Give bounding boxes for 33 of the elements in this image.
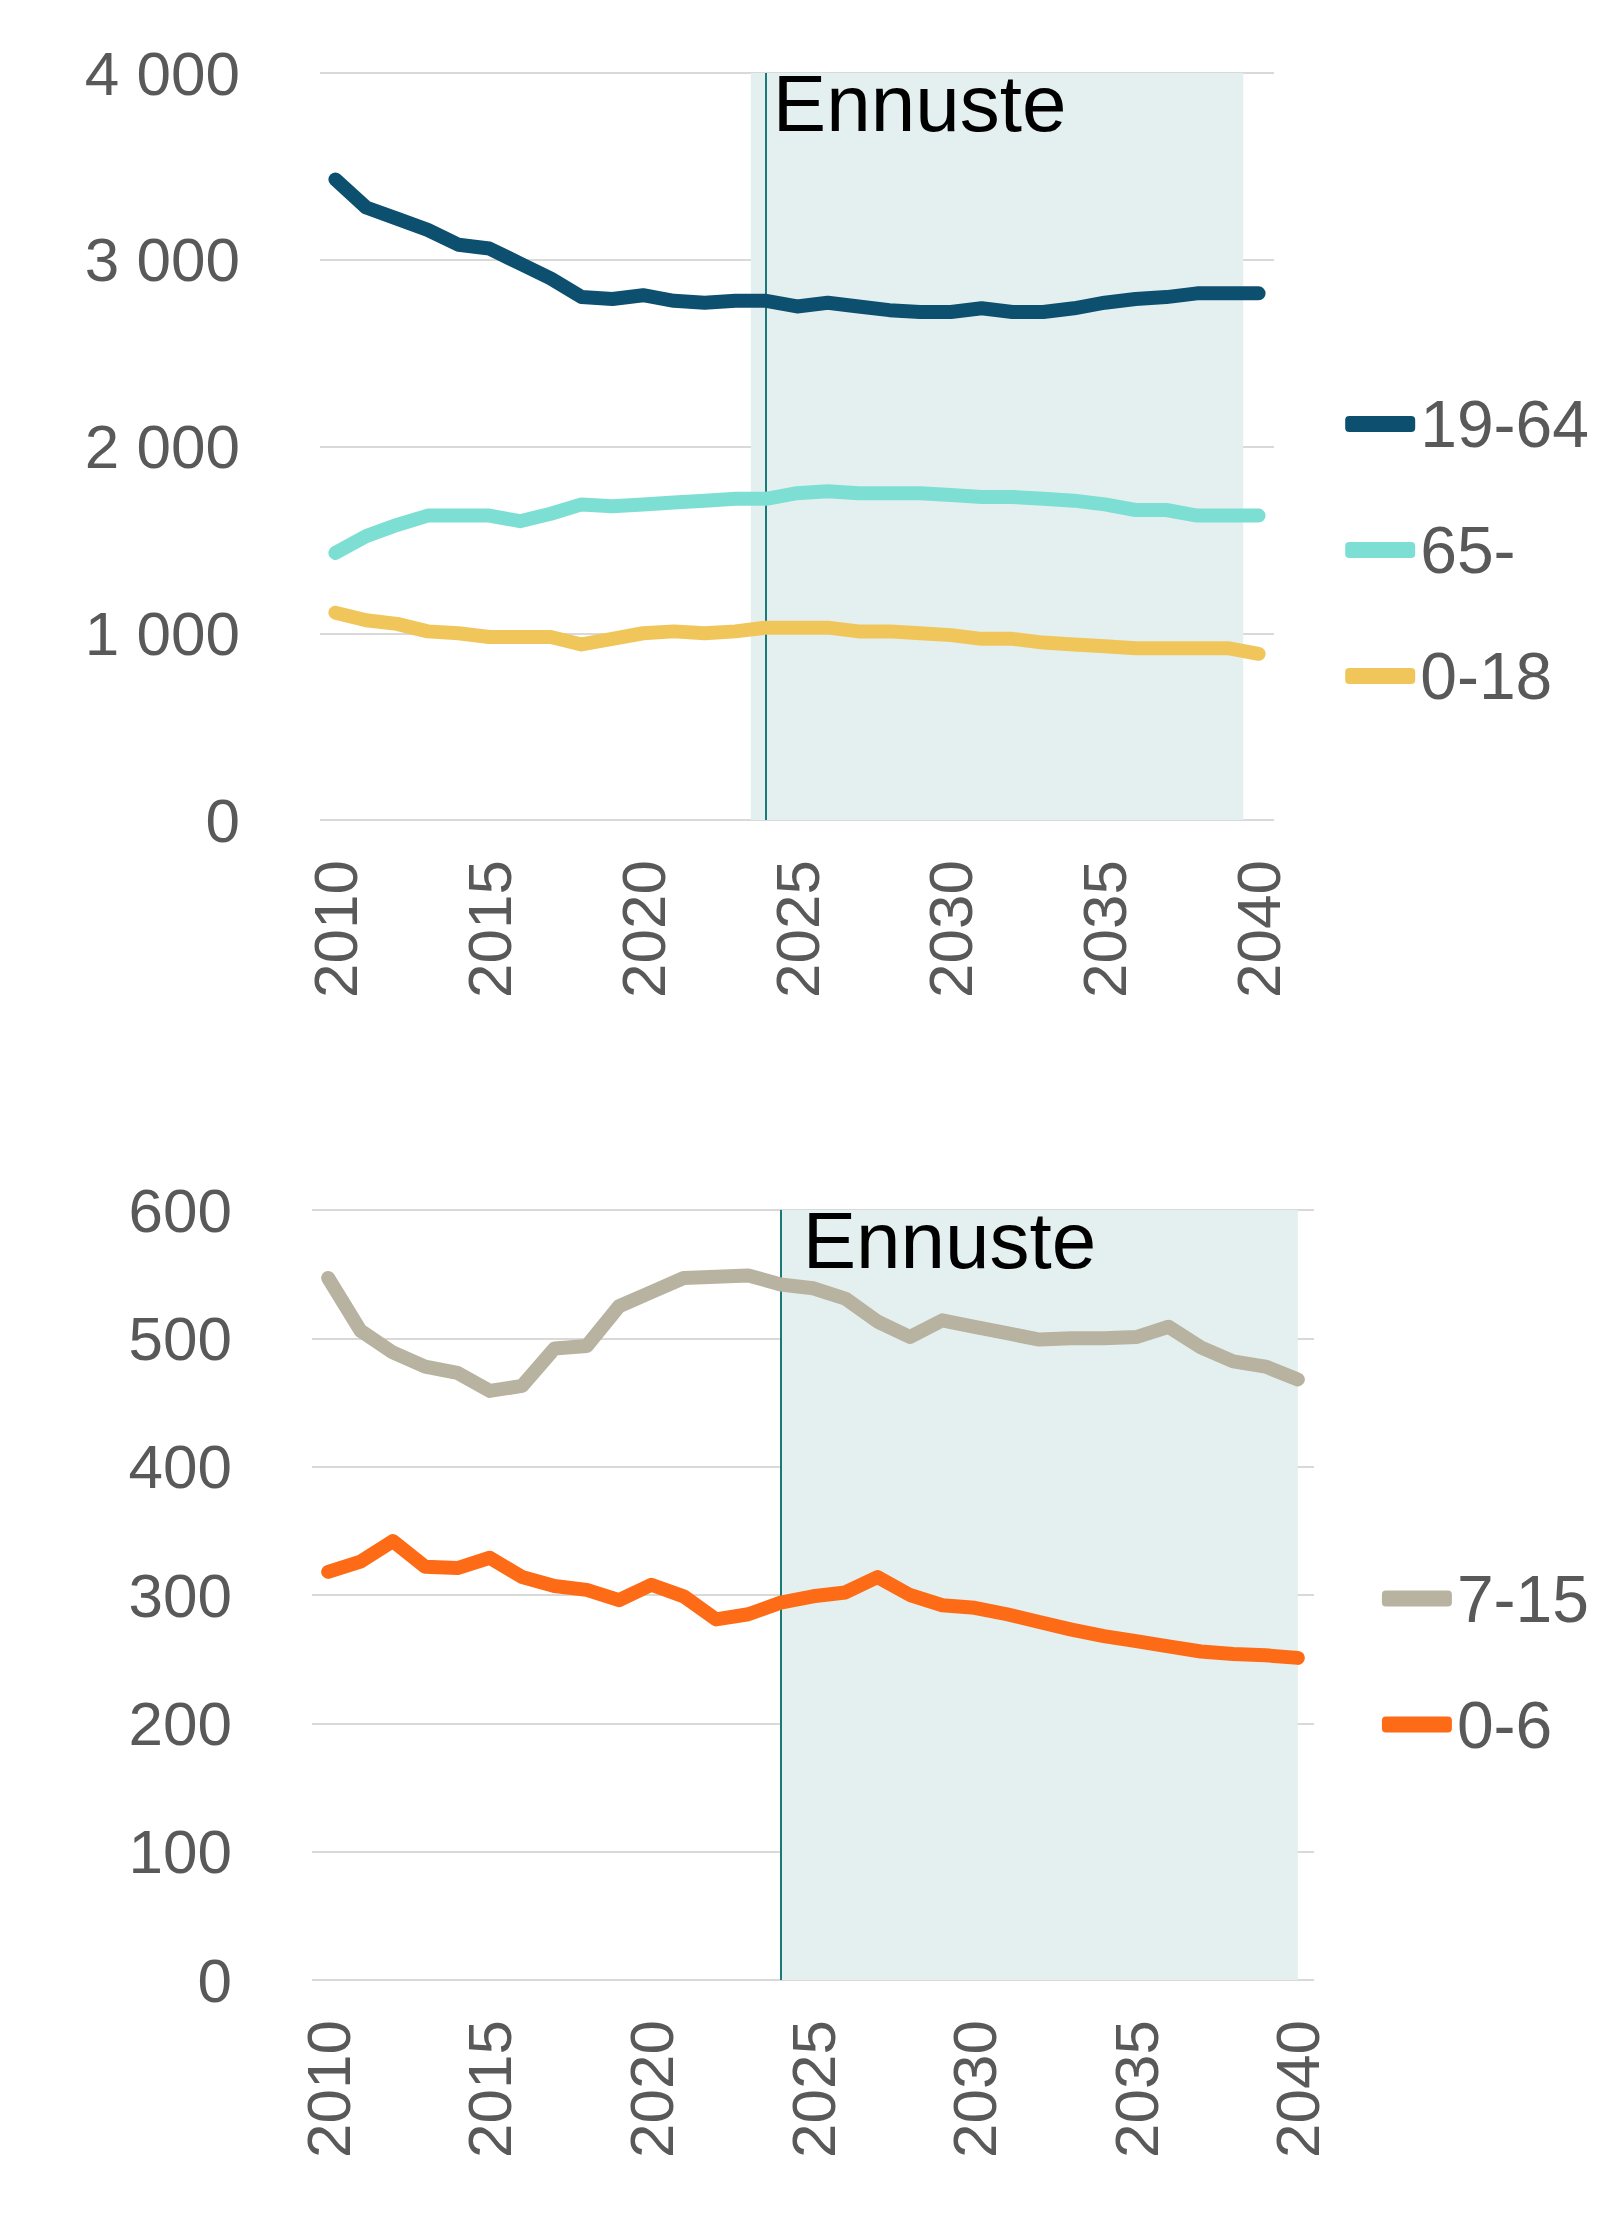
x-tick-label: 2030 <box>940 2020 1010 2158</box>
y-tick-label: 1 000 <box>84 598 240 668</box>
x-tick-label: 2020 <box>608 860 678 998</box>
y-tick-label: 400 <box>128 1432 232 1502</box>
legend-label: 0-18 <box>1420 639 1553 713</box>
band-label: Ennuste <box>802 1195 1097 1285</box>
legend-label: 0-6 <box>1456 1687 1553 1762</box>
x-tick-label: 2035 <box>1101 2020 1171 2158</box>
legend-label: 65- <box>1420 513 1516 587</box>
x-tick-label: 2015 <box>454 860 524 998</box>
x-tick-label: 2025 <box>762 860 832 998</box>
band-label: Ennuste <box>772 58 1067 148</box>
legend-label: 7-15 <box>1456 1561 1590 1636</box>
x-tick-label: 2020 <box>616 2020 686 2158</box>
x-tick-label: 2035 <box>1070 860 1140 998</box>
y-tick-label: 600 <box>128 1175 232 1245</box>
x-tick-label: 2010 <box>293 2020 363 2158</box>
y-tick-label: 100 <box>128 1817 232 1887</box>
x-tick-label: 2040 <box>1224 860 1294 998</box>
x-tick-label: 2040 <box>1263 2020 1333 2158</box>
y-tick-label: 0 <box>197 1945 232 2015</box>
x-tick-label: 2015 <box>455 2020 525 2158</box>
y-tick-label: 4 000 <box>84 38 240 108</box>
x-tick-label: 2010 <box>300 860 370 998</box>
y-tick-label: 300 <box>128 1560 232 1630</box>
y-tick-label: 500 <box>128 1303 232 1373</box>
y-tick-label: 0 <box>205 785 240 855</box>
x-tick-label: 2025 <box>778 2020 848 2158</box>
y-tick-label: 200 <box>128 1688 232 1758</box>
y-tick-label: 2 000 <box>84 412 240 481</box>
y-tick-label: 3 000 <box>84 225 240 295</box>
x-tick-label: 2030 <box>916 860 986 998</box>
legend-label: 19-64 <box>1420 387 1590 461</box>
